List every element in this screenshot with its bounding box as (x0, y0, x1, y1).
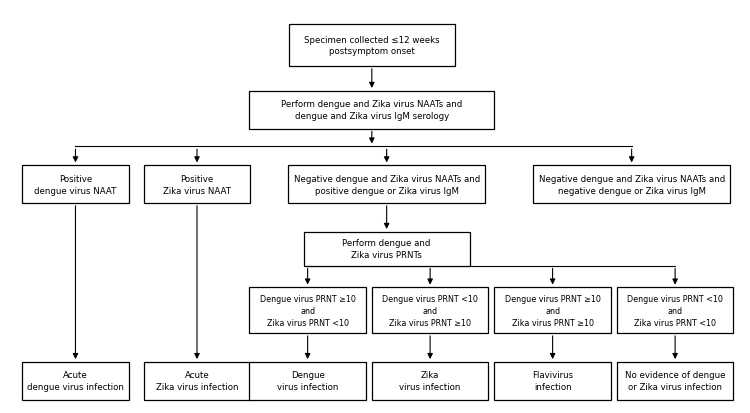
Text: Perform dengue and
Zika virus PRNTs: Perform dengue and Zika virus PRNTs (343, 239, 430, 259)
Text: Negative dengue and Zika virus NAATs and
negative dengue or Zika virus IgM: Negative dengue and Zika virus NAATs and… (538, 174, 724, 195)
Text: Flavivirus
infection: Flavivirus infection (532, 370, 573, 391)
Text: Dengue virus PRNT ≥10
and
Zika virus PRNT <10: Dengue virus PRNT ≥10 and Zika virus PRN… (260, 294, 356, 327)
Bar (532, 166, 730, 204)
Text: Positive
dengue virus NAAT: Positive dengue virus NAAT (34, 174, 117, 195)
Bar (616, 362, 734, 400)
Bar (22, 166, 129, 204)
Bar (249, 92, 494, 129)
Bar (372, 288, 488, 333)
Bar (289, 25, 454, 67)
Text: Positive
Zika virus NAAT: Positive Zika virus NAAT (163, 174, 231, 195)
Bar (372, 362, 488, 400)
Text: Dengue virus PRNT <10
and
Zika virus PRNT <10: Dengue virus PRNT <10 and Zika virus PRN… (627, 294, 723, 327)
Bar (249, 288, 366, 333)
Text: Zika
virus infection: Zika virus infection (400, 370, 460, 391)
Text: Perform dengue and Zika virus NAATs and
dengue and Zika virus IgM serology: Perform dengue and Zika virus NAATs and … (281, 100, 463, 121)
Text: Dengue
virus infection: Dengue virus infection (277, 370, 338, 391)
Text: Dengue virus PRNT <10
and
Zika virus PRNT ≥10: Dengue virus PRNT <10 and Zika virus PRN… (382, 294, 478, 327)
Bar (304, 232, 470, 266)
Text: Negative dengue and Zika virus NAATs and
positive dengue or Zika virus IgM: Negative dengue and Zika virus NAATs and… (293, 174, 480, 195)
Bar (494, 288, 611, 333)
Bar (249, 362, 366, 400)
Text: Acute
Zika virus infection: Acute Zika virus infection (156, 370, 238, 391)
Text: Dengue virus PRNT ≥10
and
Zika virus PRNT ≥10: Dengue virus PRNT ≥10 and Zika virus PRN… (505, 294, 601, 327)
Bar (288, 166, 485, 204)
Bar (144, 166, 250, 204)
Text: No evidence of dengue
or Zika virus infection: No evidence of dengue or Zika virus infe… (625, 370, 725, 391)
Text: Specimen collected ≤12 weeks
postsymptom onset: Specimen collected ≤12 weeks postsymptom… (304, 36, 439, 56)
Bar (144, 362, 250, 400)
Bar (22, 362, 129, 400)
Text: Acute
dengue virus infection: Acute dengue virus infection (27, 370, 124, 391)
Bar (616, 288, 734, 333)
Bar (494, 362, 611, 400)
